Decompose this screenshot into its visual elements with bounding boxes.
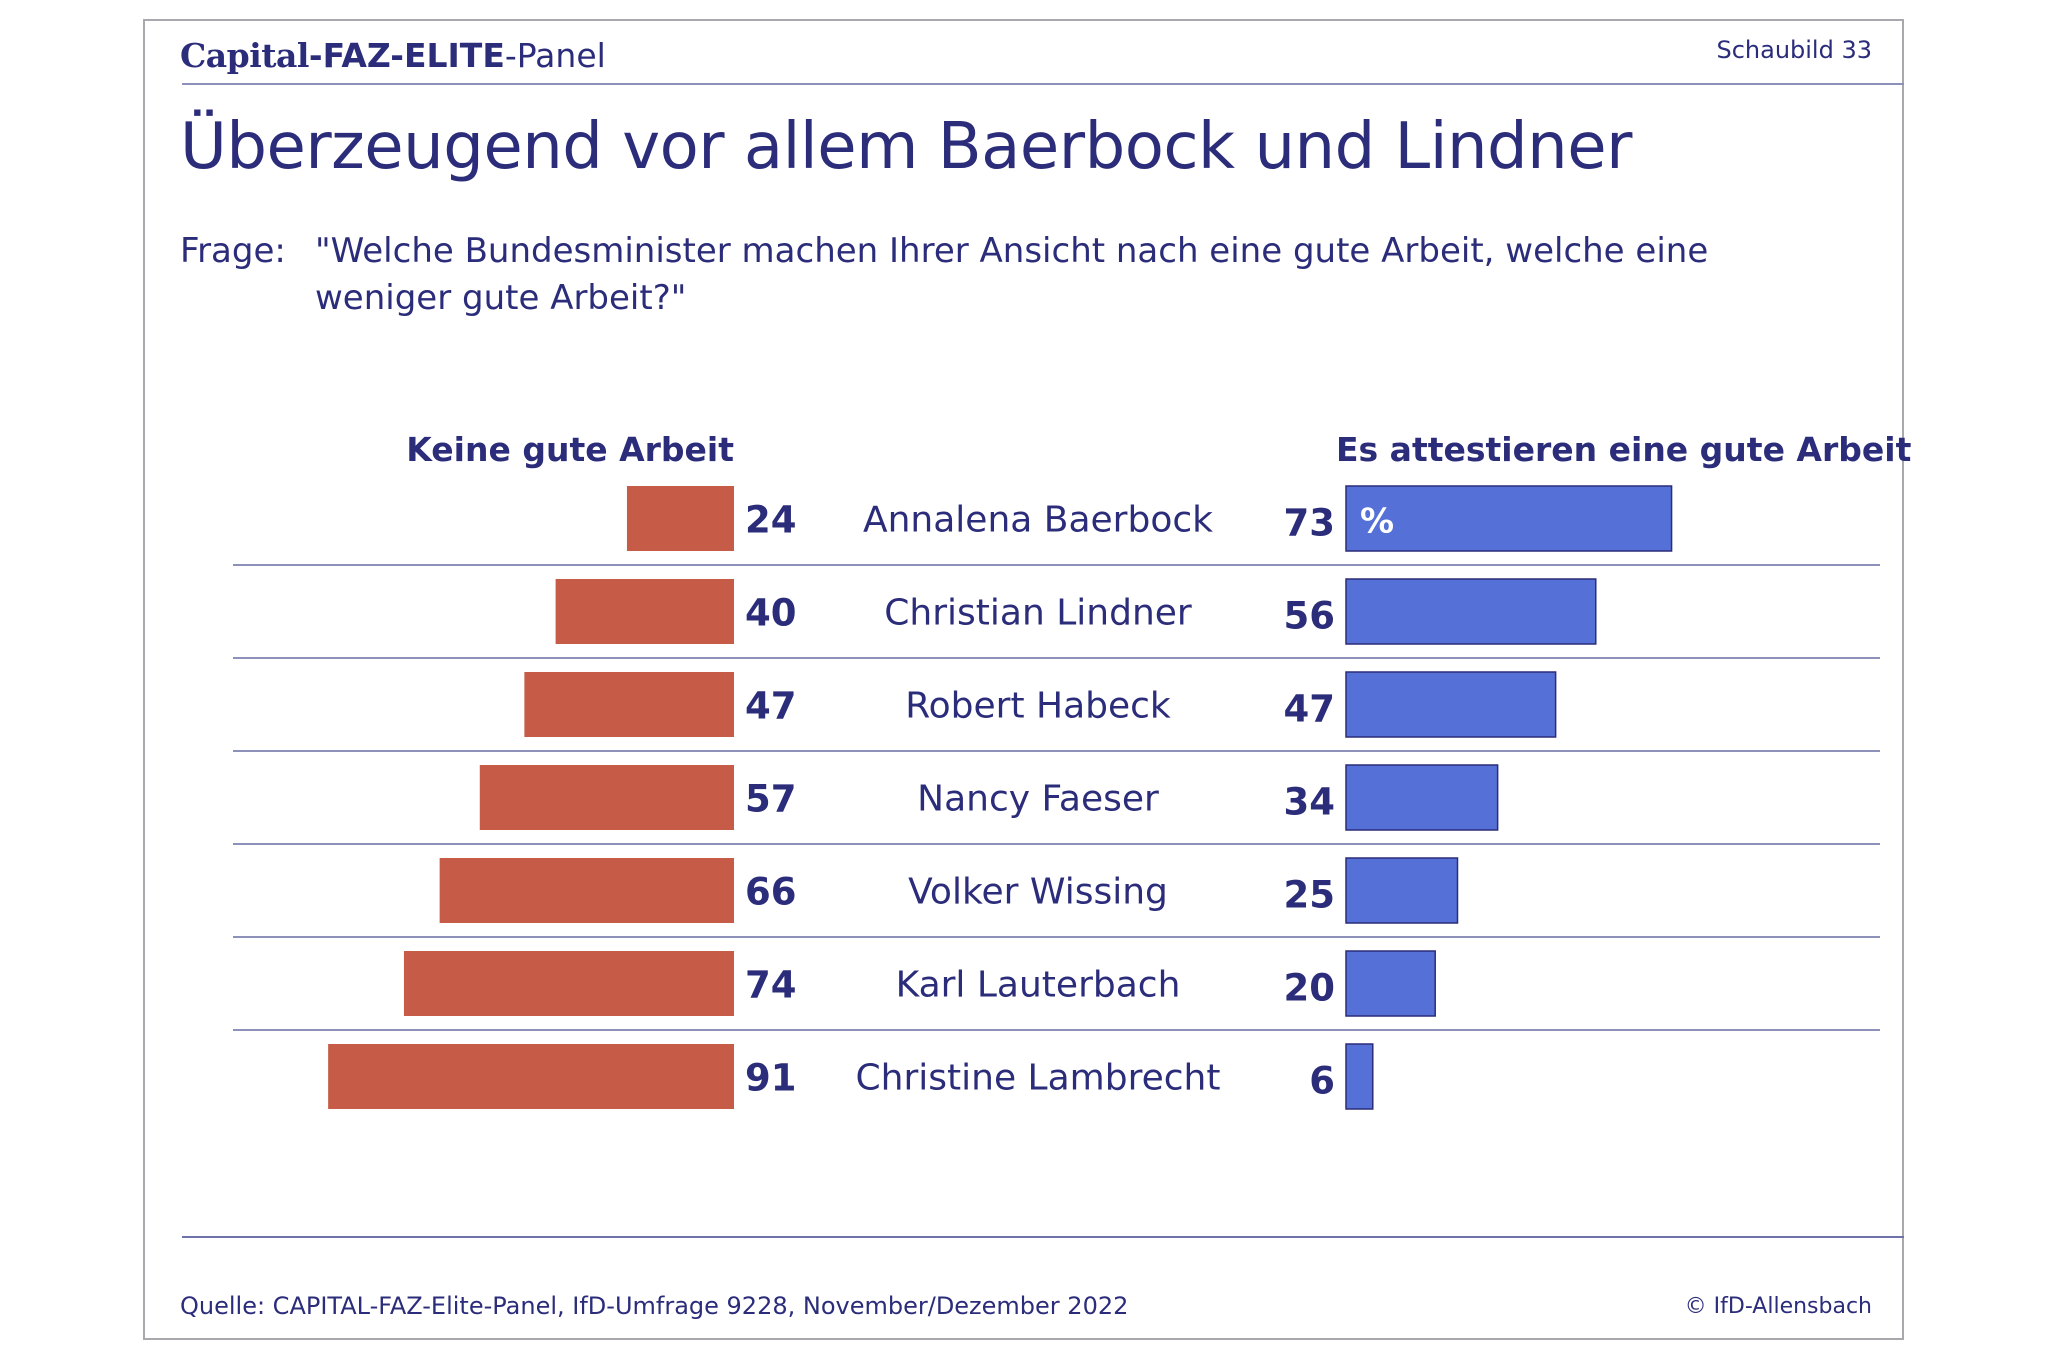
category-label: Nancy Faeser xyxy=(917,779,1159,820)
brand-panel: -Panel xyxy=(504,36,606,75)
bar-keine-gute-arbeit xyxy=(439,858,734,923)
data-label-gute-arbeit: 6 xyxy=(1309,1060,1335,1103)
category-label: Annalena Baerbock xyxy=(863,500,1213,541)
brand-logo: Capital-FAZ-ELITE-Panel xyxy=(180,36,606,75)
bar-gute-arbeit xyxy=(1345,764,1499,831)
copyright-note: © IfD-Allensbach xyxy=(1684,1294,1872,1319)
chart-frame xyxy=(143,19,1904,1340)
data-label-gute-arbeit: 20 xyxy=(1284,967,1336,1010)
data-label-keine-gute-arbeit: 47 xyxy=(745,685,797,728)
footer-divider xyxy=(182,1236,1904,1238)
category-label: Christine Lambrecht xyxy=(856,1058,1221,1099)
data-label-gute-arbeit: 56 xyxy=(1284,595,1336,638)
bar-gute-arbeit xyxy=(1345,1043,1374,1110)
data-label-gute-arbeit: 25 xyxy=(1284,874,1336,917)
bar-keine-gute-arbeit xyxy=(555,579,734,644)
left-series-header: Keine gute Arbeit xyxy=(406,430,734,469)
brand-faz-elite: -FAZ-ELITE xyxy=(308,36,505,75)
question-line-2: weniger gute Arbeit?" xyxy=(315,278,687,318)
category-label: Volker Wissing xyxy=(908,872,1168,913)
category-label: Karl Lauterbach xyxy=(896,965,1181,1006)
source-note: Quelle: CAPITAL-FAZ-Elite-Panel, IfD-Umf… xyxy=(180,1292,1129,1320)
unit-label: % xyxy=(1360,502,1394,542)
bar-keine-gute-arbeit xyxy=(626,486,734,551)
data-label-keine-gute-arbeit: 40 xyxy=(745,592,797,635)
figure-number: Schaubild 33 xyxy=(1716,36,1872,64)
data-label-keine-gute-arbeit: 24 xyxy=(745,499,797,542)
data-label-gute-arbeit: 34 xyxy=(1284,781,1336,824)
question-prefix: Frage: xyxy=(180,231,286,271)
bar-gute-arbeit xyxy=(1345,671,1557,738)
bar-gute-arbeit xyxy=(1345,857,1459,924)
bar-gute-arbeit xyxy=(1345,578,1597,645)
bar-keine-gute-arbeit xyxy=(479,765,734,830)
survey-question: Frage: "Welche Bundesminister machen Ihre… xyxy=(180,228,1760,322)
brand-capital: Capital xyxy=(180,36,309,75)
category-label: Christian Lindner xyxy=(884,593,1192,634)
data-label-gute-arbeit: 47 xyxy=(1284,688,1336,731)
data-label-keine-gute-arbeit: 74 xyxy=(745,964,797,1007)
data-label-keine-gute-arbeit: 66 xyxy=(745,871,797,914)
header-divider xyxy=(182,83,1904,85)
data-label-gute-arbeit: 73 xyxy=(1284,502,1336,545)
category-label: Robert Habeck xyxy=(905,686,1171,727)
bar-gute-arbeit xyxy=(1345,485,1673,552)
data-label-keine-gute-arbeit: 57 xyxy=(745,778,797,821)
bar-gute-arbeit xyxy=(1345,950,1436,1017)
bar-keine-gute-arbeit xyxy=(403,951,734,1016)
question-line-1: "Welche Bundesminister machen Ihrer Ansi… xyxy=(315,231,1709,271)
data-label-keine-gute-arbeit: 91 xyxy=(745,1057,797,1100)
bar-keine-gute-arbeit xyxy=(328,1044,734,1109)
bar-keine-gute-arbeit xyxy=(524,672,734,737)
chart-title: Überzeugend vor allem Baerbock und Lindn… xyxy=(180,110,1632,184)
right-series-header: Es attestieren eine gute Arbeit xyxy=(1336,430,1912,469)
